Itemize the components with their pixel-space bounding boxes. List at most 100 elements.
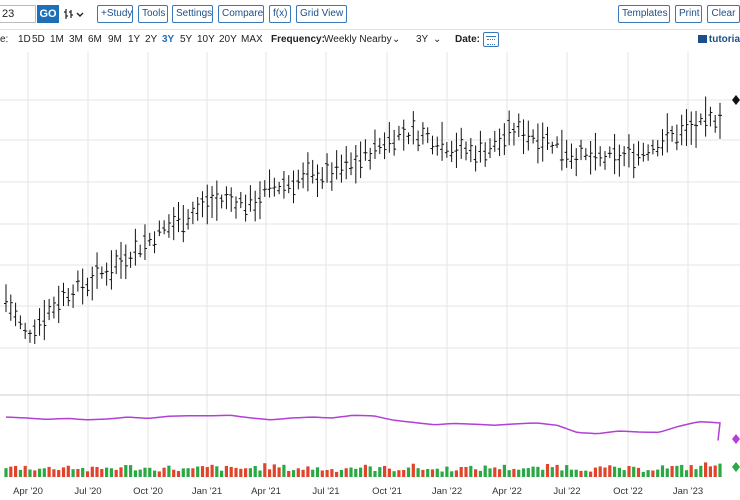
indicator-marker (732, 434, 740, 444)
volume-bar (646, 470, 650, 477)
last-price-marker (732, 95, 740, 105)
range-10y[interactable]: 10Y (197, 34, 215, 45)
volume-bar (708, 466, 712, 477)
volume-bar (277, 467, 281, 477)
range-3y[interactable]: 3Y (162, 34, 175, 45)
volume-bar (258, 470, 262, 477)
volume-bar (153, 470, 157, 477)
volume-bar (536, 466, 540, 477)
volume-bar (363, 464, 367, 477)
volume-bar (675, 465, 679, 477)
volume-bar (493, 467, 497, 477)
volume-bar (507, 470, 511, 477)
volume-bar (191, 468, 195, 477)
x-axis-label: Oct '20 (133, 486, 163, 497)
volume-bar (445, 466, 449, 477)
range-3m[interactable]: 3M (69, 34, 83, 45)
volume-bar (339, 470, 343, 477)
range-20y[interactable]: 20Y (219, 34, 237, 45)
range-1m[interactable]: 1M (50, 34, 64, 45)
volume-bar (579, 470, 583, 477)
volume-bar (253, 466, 257, 477)
volume-bar (521, 468, 526, 477)
volume-bar (287, 471, 291, 477)
volume-bar (229, 466, 233, 477)
volume-bar (426, 469, 430, 477)
x-axis-label: Jul '20 (74, 486, 101, 497)
volume-bar (632, 466, 636, 477)
volume-bar (617, 467, 621, 477)
volume-bar (555, 464, 559, 477)
volume-bar (665, 468, 669, 477)
volume-bar (296, 468, 300, 477)
volume-bar (143, 467, 147, 477)
volume-bar (33, 470, 37, 477)
volume-bar (483, 465, 487, 477)
volume-bar (603, 467, 607, 477)
top-toolbar: GO +Study Tools Settings Compare f(x) Gr… (0, 0, 740, 30)
add-study-button[interactable]: +Study (97, 5, 133, 23)
tutorials-link[interactable]: tutoria (697, 29, 740, 51)
volume-bar (560, 470, 564, 477)
volume-bar (138, 469, 142, 477)
volume-bar (378, 467, 382, 477)
volume-bar (411, 463, 415, 477)
volume-bar (306, 466, 310, 477)
range-9m[interactable]: 9M (108, 34, 122, 45)
range-6m[interactable]: 6M (88, 34, 102, 45)
range-2y[interactable]: 2Y (145, 34, 158, 45)
volume-bar (593, 467, 597, 477)
volume-bar (478, 470, 482, 477)
calendar-icon[interactable] (483, 32, 499, 47)
tools-button[interactable]: Tools (138, 5, 168, 23)
volume-bar (459, 467, 463, 477)
volume-bar (627, 466, 631, 477)
volume-bar (244, 468, 248, 477)
volume-bar (330, 469, 334, 477)
volume-bar (421, 469, 425, 477)
settings-button[interactable]: Settings (172, 5, 213, 23)
volume-bar (608, 465, 612, 477)
indicator-line (5, 414, 721, 441)
grid-view-button[interactable]: Grid View (296, 5, 347, 23)
range-1y[interactable]: 1Y (128, 34, 141, 45)
volume-bar (464, 467, 468, 477)
period-select[interactable]: 3Y (416, 34, 429, 45)
volume-bar (469, 465, 473, 477)
volume-bar (517, 469, 521, 477)
templates-button[interactable]: Templates (618, 5, 670, 23)
date-label: Date: (455, 34, 481, 45)
volume-bar (354, 468, 358, 477)
range-5y[interactable]: 5Y (180, 34, 193, 45)
volume-bar (368, 466, 372, 477)
volume-bar (23, 465, 27, 477)
volume-bar (704, 462, 708, 477)
volume-bar (435, 468, 439, 477)
go-button[interactable]: GO (37, 5, 59, 23)
volume-bar (474, 469, 478, 477)
compare-button[interactable]: Compare (218, 5, 264, 23)
symbol-input[interactable] (0, 5, 36, 23)
x-axis-label: Oct '22 (613, 486, 643, 497)
tutorial-icon (697, 35, 707, 44)
volume-bar (526, 468, 530, 477)
bar-type-dropdown[interactable] (63, 5, 87, 23)
x-axis-label: Jan '21 (192, 486, 222, 497)
range-max[interactable]: MAX (241, 34, 263, 45)
volume-bar (124, 465, 128, 477)
range-1d[interactable]: 1D (18, 34, 31, 45)
volume-bar (680, 464, 684, 477)
function-button[interactable]: f(x) (269, 5, 291, 23)
volume-bar (613, 466, 617, 477)
volume-bar (215, 466, 219, 477)
range-5d[interactable]: 5D (32, 34, 45, 45)
volume-bar (37, 468, 42, 477)
chevron-down-icon: ⌄ (433, 34, 442, 45)
print-button[interactable]: Print (675, 5, 702, 23)
volume-bar (584, 470, 588, 477)
volume-bar (90, 466, 94, 477)
volume-bar (344, 468, 348, 477)
frequency-select[interactable]: Weekly Nearby (324, 34, 392, 45)
volume-bar (196, 466, 200, 477)
